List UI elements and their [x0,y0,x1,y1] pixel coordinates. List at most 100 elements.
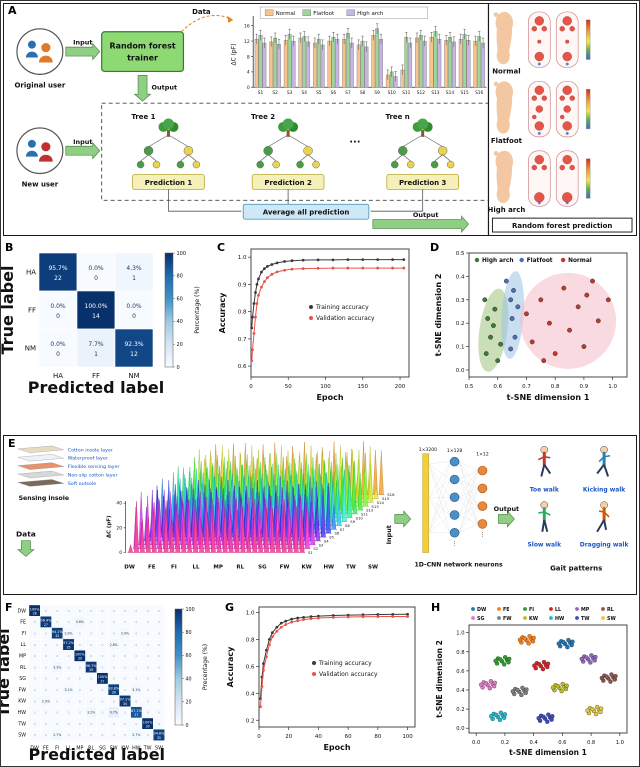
x-tick: 0.9 [580,384,589,390]
legend-label: HW [555,616,565,622]
decision-tree [256,118,320,169]
tsne-3class: 0.5 0.6 0.7 0.8 0.9 1.0 0.0 0.1 0.2 0.3 0.4 0.5 t-SN… [434,251,628,402]
text-label: 22 [54,275,62,282]
x-axis-label: t-SNE dimension 1 [507,393,590,402]
text-label: 97.1% [120,698,132,702]
panel-f: 100% 28 0 0 0 0 0 0 0 0 0 0 0 0 96.4% 27 0 0 3.6% 0 0 0 0 0 0 0 0 0… [1,599,219,766]
text-label: 0 [90,631,92,635]
high_arch-points [482,297,504,364]
input-label: Input [73,138,92,146]
text-label: 34 [123,702,127,706]
y-tick: 0.5 [456,251,465,257]
rf-prediction-box [491,217,633,233]
y-tick: 1.0 [246,610,255,616]
new-user-label: New user [22,180,59,188]
text-label: 0 [101,654,103,658]
matrix-cell [153,729,165,741]
bar-chart-xtick: S16 [475,90,483,96]
text-label: 0 [247,85,250,91]
panel-g-canvas: 0 20 40 60 80 100 0.2 0.4 0.6 0.8 1.0 Epoch Accuracy… [226,606,416,752]
series-label: S9 [350,520,355,524]
bar-chart-xtick: S11 [402,90,410,96]
text-label: 3.1% [64,688,72,692]
text-label: 0 [113,631,115,635]
text-label: 0 [147,620,149,624]
x-tick: 0.0 [472,740,480,746]
text-label: 2.7% [132,733,140,737]
text-label: 29 [89,668,93,672]
y-tick: 0.6 [238,364,247,370]
matrix-cell [114,290,154,330]
text-label: 0 [158,631,160,635]
flow-arrow [65,141,101,160]
text-label: 0 [79,722,81,726]
panel-d-canvas: 0.5 0.6 0.7 0.8 0.9 1.0 0.0 0.1 0.2 0.3 0.4 0.5 t-SN… [434,251,628,402]
text-label: 0 [90,654,92,658]
y-tick: 0.3 [456,298,465,304]
waterfall-series [127,499,306,553]
text-label: 0 [56,688,58,692]
matrix-cell [114,328,154,368]
foot-type-label: High arch [488,206,526,214]
text-label: 35 [67,645,71,649]
matrix-cell [76,252,116,292]
text-label: 0 [113,665,115,669]
text-label: 0 [45,711,47,715]
matrix-cell [114,252,154,292]
legend-label: Validation accuracy [316,315,375,322]
text-label: 0 [68,733,70,737]
text-label: 0 [135,631,137,635]
series-label: S1 [308,551,313,555]
cnn-dots: ⋮ [480,532,486,539]
bar-chart-xtick: S15 [461,90,469,96]
text-label: 0 [158,699,160,703]
panel-d-label: D [430,241,440,254]
col-label: HA [53,372,63,380]
gait-figure [596,501,610,533]
text-label: 0 [135,722,137,726]
series-label: S3 [319,543,324,547]
row-label: HA [26,268,36,276]
x-tick: 0 [249,384,253,390]
flow-arrow [133,75,152,102]
legend-label: Flatfoot [527,258,553,264]
text-label: 0 [113,620,115,624]
y-axis-label: Accuracy [218,292,227,333]
cnn-l3-label: 1×12 [476,452,489,458]
text-label: 0 [45,688,47,692]
cnn-l2-label: 1×128 [447,448,463,454]
foot-type-label: Flatfoot [491,137,523,145]
colorbar-tick: 40 [186,676,192,682]
text-label: 0 [158,688,160,692]
text-label: 0 [45,654,47,658]
text-label: 0 [101,722,103,726]
panel-d: 0.5 0.6 0.7 0.8 0.9 1.0 0.0 0.1 0.2 0.3 0.4 0.5 t-SN… [427,239,639,433]
bar-chart-xtick: S9 [374,90,380,96]
bar-chart-xtick: S13 [431,90,439,96]
x-tick: 40 [315,734,322,740]
tree-dots: ··· [349,137,360,148]
text-label: 1 [132,275,136,282]
panel-a: Original user Input Random forest trainer Da… [3,3,637,236]
cluster-HW [489,710,508,722]
series-label: S11 [361,513,369,517]
col-label: SG [99,745,106,751]
text-label: 0 [124,643,126,647]
wf-category: DW [124,564,135,570]
text-label: 0 [56,711,58,715]
text-label: 0 [124,722,126,726]
text-label: 0 [56,620,58,624]
x-tick: 0.4 [530,740,539,746]
bar-chart-xtick: S8 [360,90,366,96]
text-label: 0 [113,722,115,726]
wf-category: MP [213,564,222,570]
text-label: 0 [45,609,47,613]
x-tick: 100 [402,734,413,740]
text-label: 0 [34,711,36,715]
text-label: 0 [135,643,137,647]
pressure-map [555,150,579,207]
series-label: S4 [324,539,329,543]
text-label: 28 [33,611,37,615]
y-tick: 0.8 [456,650,464,656]
matrix-cell [38,252,78,292]
